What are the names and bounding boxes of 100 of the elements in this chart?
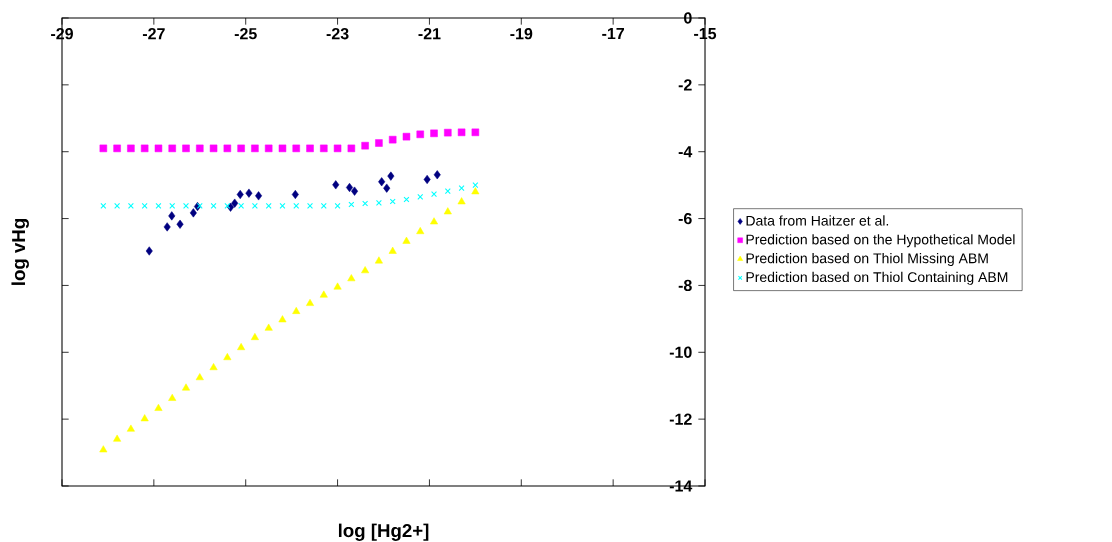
point [140,414,149,422]
x-tick-label: -15 [694,28,717,40]
point [291,189,299,200]
point [279,202,286,209]
point [374,256,383,264]
point [237,343,246,350]
point [471,128,480,137]
point [210,202,217,209]
x-axis-title: log [Hg2+] [338,523,429,541]
legend-label: Prediction based on the Hypothetical Model [746,234,1015,248]
point [126,424,135,432]
point [250,333,259,340]
point [334,202,341,209]
point [223,144,232,153]
point [168,211,176,221]
point [265,202,272,209]
point [443,207,452,215]
x-tick-label: -19 [510,28,533,40]
y-tick-label: -10 [669,346,692,358]
point [140,144,149,153]
point [141,202,148,209]
point [168,393,177,401]
point [402,236,411,244]
x-tick-label: -23 [326,28,349,40]
y-tick-label: -6 [678,212,692,225]
y-tick-label: -8 [678,279,692,292]
point [264,144,273,153]
point [154,144,163,153]
point [292,144,300,153]
point [332,180,340,190]
point [245,188,253,198]
point [416,130,424,139]
point [224,202,231,209]
point [100,202,107,209]
point [388,246,397,254]
point [383,183,391,193]
y-axis-title: log vHg [11,219,29,285]
point [361,266,370,274]
y-tick-label: -12 [669,413,692,425]
point [209,363,218,371]
point [471,187,480,195]
legend-label: Data from Haitzer et al. [746,215,889,226]
point [223,353,232,361]
point [362,200,369,207]
point [113,434,122,442]
point [387,171,395,181]
point [278,144,287,153]
point [306,144,314,153]
point [423,174,431,184]
point [182,383,190,391]
point [389,198,396,205]
point [319,290,328,298]
y-tick-label: -14 [669,480,693,492]
point [154,403,163,411]
point [416,227,425,235]
point [292,306,301,314]
x-tick-label: -17 [602,28,625,40]
x-tick-label: -29 [51,28,73,40]
point [99,144,108,153]
point [351,186,359,196]
point [236,189,244,200]
point [113,144,121,153]
y-tick-label: -2 [678,79,692,91]
point [347,144,356,153]
point [472,182,479,189]
point [189,208,197,218]
point [361,141,369,150]
point [333,144,342,153]
point [127,144,135,153]
x-tick-label: -25 [234,28,257,40]
point [347,274,356,282]
point [417,193,424,200]
point [402,132,411,141]
point [176,219,184,229]
point [348,201,355,208]
point [255,191,263,201]
point [378,177,386,187]
point [457,128,466,137]
point [457,197,466,205]
point [237,144,245,153]
point [278,315,287,323]
point [251,144,259,153]
point [183,202,189,209]
y-tick-label: 0 [684,12,692,24]
x-tick-label: -21 [418,28,441,40]
y-tick-label: -4 [678,146,693,158]
point [195,373,204,381]
point [209,144,218,153]
point [264,323,273,331]
point [433,170,441,180]
legend-label: Prediction based on Thiol Containing ABM [746,271,1008,285]
point [430,129,438,138]
point [320,144,328,153]
point [431,191,438,198]
legend-label: Prediction based on Thiol Missing ABM [746,252,988,267]
point [99,445,108,453]
point [145,246,153,256]
point [307,202,314,209]
point [333,282,342,290]
point [388,135,397,144]
